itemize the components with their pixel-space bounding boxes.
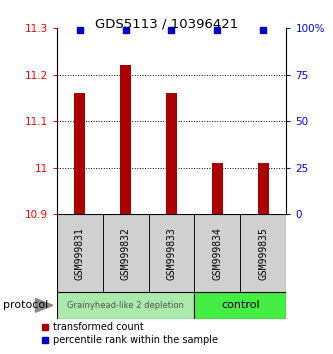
Bar xyxy=(194,214,240,292)
Bar xyxy=(57,292,194,319)
Bar xyxy=(149,214,194,292)
Text: GDS5113 / 10396421: GDS5113 / 10396421 xyxy=(95,18,238,31)
Bar xyxy=(74,93,85,214)
Text: Grainyhead-like 2 depletion: Grainyhead-like 2 depletion xyxy=(67,301,184,310)
Text: GSM999831: GSM999831 xyxy=(75,227,85,280)
Bar xyxy=(212,163,223,214)
Text: GSM999835: GSM999835 xyxy=(258,227,268,280)
Polygon shape xyxy=(35,298,53,312)
Text: control: control xyxy=(221,300,260,310)
Bar xyxy=(57,214,103,292)
Bar xyxy=(258,163,269,214)
Text: GSM999834: GSM999834 xyxy=(212,227,222,280)
Bar xyxy=(240,214,286,292)
Legend: transformed count, percentile rank within the sample: transformed count, percentile rank withi… xyxy=(38,319,222,349)
Bar xyxy=(120,65,131,214)
Text: protocol: protocol xyxy=(3,300,49,310)
Text: GSM999832: GSM999832 xyxy=(121,227,131,280)
Text: GSM999833: GSM999833 xyxy=(166,227,176,280)
Bar xyxy=(103,214,149,292)
Bar xyxy=(166,93,177,214)
Bar xyxy=(194,292,286,319)
